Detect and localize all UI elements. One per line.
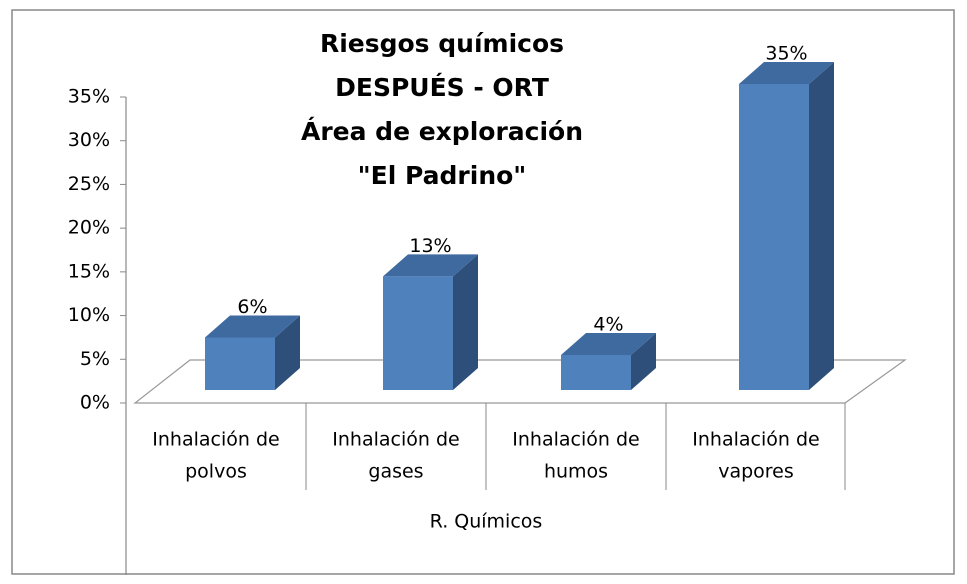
value-label: 35%	[765, 43, 807, 65]
y-tick-label: 35%	[68, 86, 110, 108]
chart-title: "El Padrino"	[358, 161, 527, 190]
x-tick-label: Inhalación de	[692, 429, 819, 451]
bar	[205, 315, 300, 390]
y-tick-label: 0%	[80, 392, 110, 414]
x-tick-label: gases	[368, 461, 423, 483]
chart-title: Riesgos químicos	[320, 29, 564, 58]
bar-top	[561, 333, 656, 356]
group-label: R. Químicos	[430, 511, 543, 533]
y-tick-label: 5%	[80, 348, 110, 370]
bar-side	[275, 315, 300, 390]
bar	[739, 62, 834, 390]
value-label: 4%	[593, 314, 623, 336]
chart-title: DESPUÉS - ORT	[335, 73, 549, 102]
bar-top	[205, 315, 300, 338]
chart-title: Área de exploración	[301, 117, 583, 146]
bar-front	[561, 355, 631, 390]
bar	[383, 254, 478, 390]
bar-top	[739, 62, 834, 84]
y-tick-label: 30%	[68, 129, 110, 151]
bar-top	[383, 254, 478, 277]
bar-front	[205, 337, 275, 390]
x-tick-label: vapores	[718, 461, 794, 483]
y-tick-label: 25%	[68, 173, 110, 195]
bar-front	[383, 276, 453, 390]
bar-side	[631, 333, 656, 390]
x-tick-label: Inhalación de	[152, 429, 279, 451]
x-tick-label: humos	[544, 461, 608, 483]
value-label: 13%	[409, 235, 451, 257]
bar-side	[453, 254, 478, 390]
x-tick-label: Inhalación de	[512, 429, 639, 451]
x-tick-label: Inhalación de	[332, 429, 459, 451]
x-tick-label: polvos	[185, 461, 247, 483]
bar-side	[809, 62, 834, 390]
y-tick-label: 15%	[68, 260, 110, 282]
value-label: 6%	[237, 296, 267, 318]
bar-front	[739, 84, 809, 390]
y-tick-label: 20%	[68, 217, 110, 239]
floor	[133, 359, 907, 404]
y-tick-label: 10%	[68, 304, 110, 326]
bar	[561, 333, 656, 390]
